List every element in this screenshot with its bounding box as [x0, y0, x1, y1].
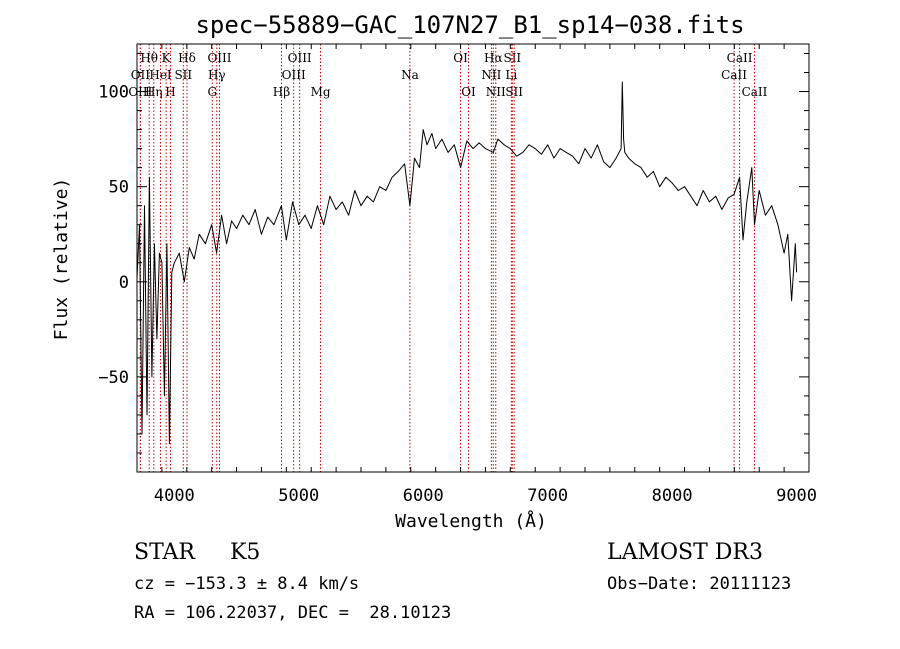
obs-date: Obs−Date: 20111123 [607, 574, 792, 594]
y-axis: −50 0 50 100 [98, 53, 809, 473]
x-tick-label: 5000 [278, 486, 319, 506]
line-marker-label-18: OI [461, 85, 476, 99]
line-marker-label-26: CaII [721, 68, 747, 82]
x-tick-label: 6000 [403, 486, 444, 506]
survey-name: LAMOST DR3 [607, 540, 763, 565]
line-marker-label-21: NII [481, 68, 501, 82]
line-marker-label-19: Hα [484, 51, 503, 65]
line-marker-label-24: SII [505, 85, 523, 99]
line-marker-label-11: G [207, 85, 217, 99]
x-axis: 4000 5000 6000 7000 8000 9000 [136, 44, 817, 506]
line-marker-label-27: CaII [742, 85, 768, 99]
plot-frame [136, 43, 810, 473]
line-marker-label-22: Li [505, 68, 517, 82]
x-tick-label: 7000 [527, 486, 568, 506]
x-tick-label: 4000 [154, 486, 195, 506]
y-tick-label: 100 [98, 83, 129, 103]
y-tick-label: 50 [109, 178, 129, 198]
line-marker-label-16: Na [401, 68, 419, 82]
line-marker-label-20: SII [503, 51, 521, 65]
line-marker-label-3: OII [131, 68, 151, 82]
chart-title: spec−55889−GAC_107N27_B1_sp14−038.fits [195, 11, 744, 39]
line-marker-label-15: Mg [311, 85, 331, 99]
spectral-class: STAR K5 [134, 540, 261, 565]
ra-dec: RA = 106.22037, DEC = 28.10123 [134, 603, 452, 623]
x-tick-label: 9000 [776, 486, 817, 506]
line-marker-label-10: Hγ [208, 68, 226, 82]
line-marker-label-4: HeI [149, 68, 172, 82]
line-marker-label-8: H [165, 85, 175, 99]
redshift-cz: cz = −153.3 ± 8.4 km/s [134, 574, 360, 594]
line-marker-label-2: Hδ [178, 51, 196, 65]
line-marker-label-9: OIII [207, 51, 231, 65]
line-marker-label-7: Hη [145, 85, 163, 99]
line-marker-label-1: K [162, 51, 172, 65]
line-marker-label-5: SII [174, 68, 192, 82]
spectrum-series [136, 81, 798, 444]
line-marker-label-23: NII [486, 85, 506, 99]
line-marker-label-17: OI [453, 51, 468, 65]
x-tick-label: 8000 [652, 486, 693, 506]
spectrum-line [136, 81, 798, 444]
line-marker-label-14: Hβ [273, 85, 290, 99]
line-marker-label-12: OIII [288, 51, 312, 65]
x-axis-label: Wavelength (Å) [395, 510, 547, 532]
y-tick-label: −50 [98, 368, 129, 388]
y-tick-label: 0 [119, 273, 129, 293]
line-marker-label-25: CaII [727, 51, 753, 65]
y-axis-label: Flux (relative) [51, 178, 72, 341]
line-marker-label-13: OIII [282, 68, 306, 82]
line-marker-label-0: Hθ [140, 51, 158, 65]
